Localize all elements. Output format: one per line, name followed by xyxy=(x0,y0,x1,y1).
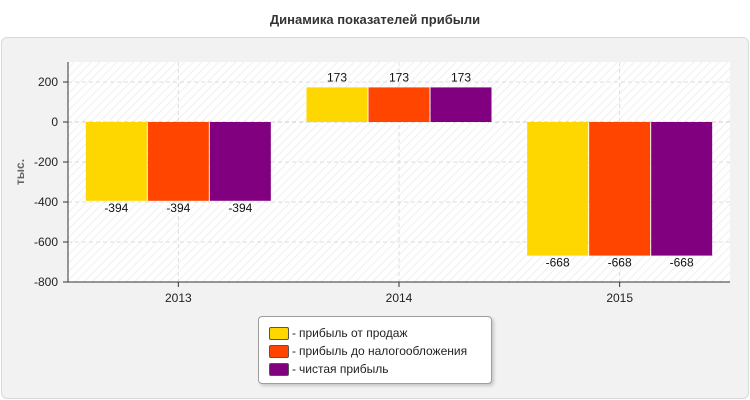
y-tick-label: -400 xyxy=(34,195,58,209)
legend-item-net-profit: - чистая прибыль xyxy=(269,361,388,377)
data-label: -668 xyxy=(608,256,632,270)
y-axis-title: тыс. xyxy=(13,159,27,185)
bar xyxy=(147,122,209,201)
bar xyxy=(85,122,147,201)
y-tick-label: 0 xyxy=(51,115,58,129)
bar xyxy=(589,122,651,256)
data-label: -394 xyxy=(166,201,190,215)
data-label: 173 xyxy=(451,70,471,84)
legend-dash: - xyxy=(292,326,296,340)
legend-item-pretax-profit: - прибыль до налогообложения xyxy=(269,343,467,359)
legend-swatch xyxy=(269,344,289,358)
bar xyxy=(527,122,589,256)
data-label: 173 xyxy=(327,70,347,84)
bar xyxy=(209,122,271,201)
legend-label: прибыль от продаж xyxy=(299,326,408,340)
legend-dash: - xyxy=(292,344,296,358)
bar xyxy=(306,87,368,122)
legend-label: прибыль до налогообложения xyxy=(299,344,468,358)
legend-swatch xyxy=(269,362,289,376)
y-tick-label: -200 xyxy=(34,155,58,169)
data-label: -394 xyxy=(228,201,252,215)
y-tick-label: -600 xyxy=(34,235,58,249)
y-tick-label: 200 xyxy=(38,75,58,89)
bar xyxy=(430,87,492,122)
legend-dash: - xyxy=(292,362,296,376)
data-label: -668 xyxy=(546,256,570,270)
chart-legend: - прибыль от продаж - прибыль до налогоо… xyxy=(258,316,492,384)
legend-item-sales-profit: - прибыль от продаж xyxy=(269,325,408,341)
data-label: -394 xyxy=(104,201,128,215)
bar xyxy=(651,122,713,256)
y-tick-label: -800 xyxy=(34,275,58,289)
legend-label: чистая прибыль xyxy=(299,362,389,376)
x-tick-label: 2014 xyxy=(386,291,413,305)
chart-title: Динамика показателей прибыли xyxy=(269,12,481,27)
legend-swatch xyxy=(269,326,289,340)
data-label: -668 xyxy=(670,256,694,270)
x-tick-label: 2015 xyxy=(606,291,633,305)
data-label: 173 xyxy=(389,70,409,84)
bar xyxy=(368,87,430,122)
x-tick-label: 2013 xyxy=(165,291,192,305)
